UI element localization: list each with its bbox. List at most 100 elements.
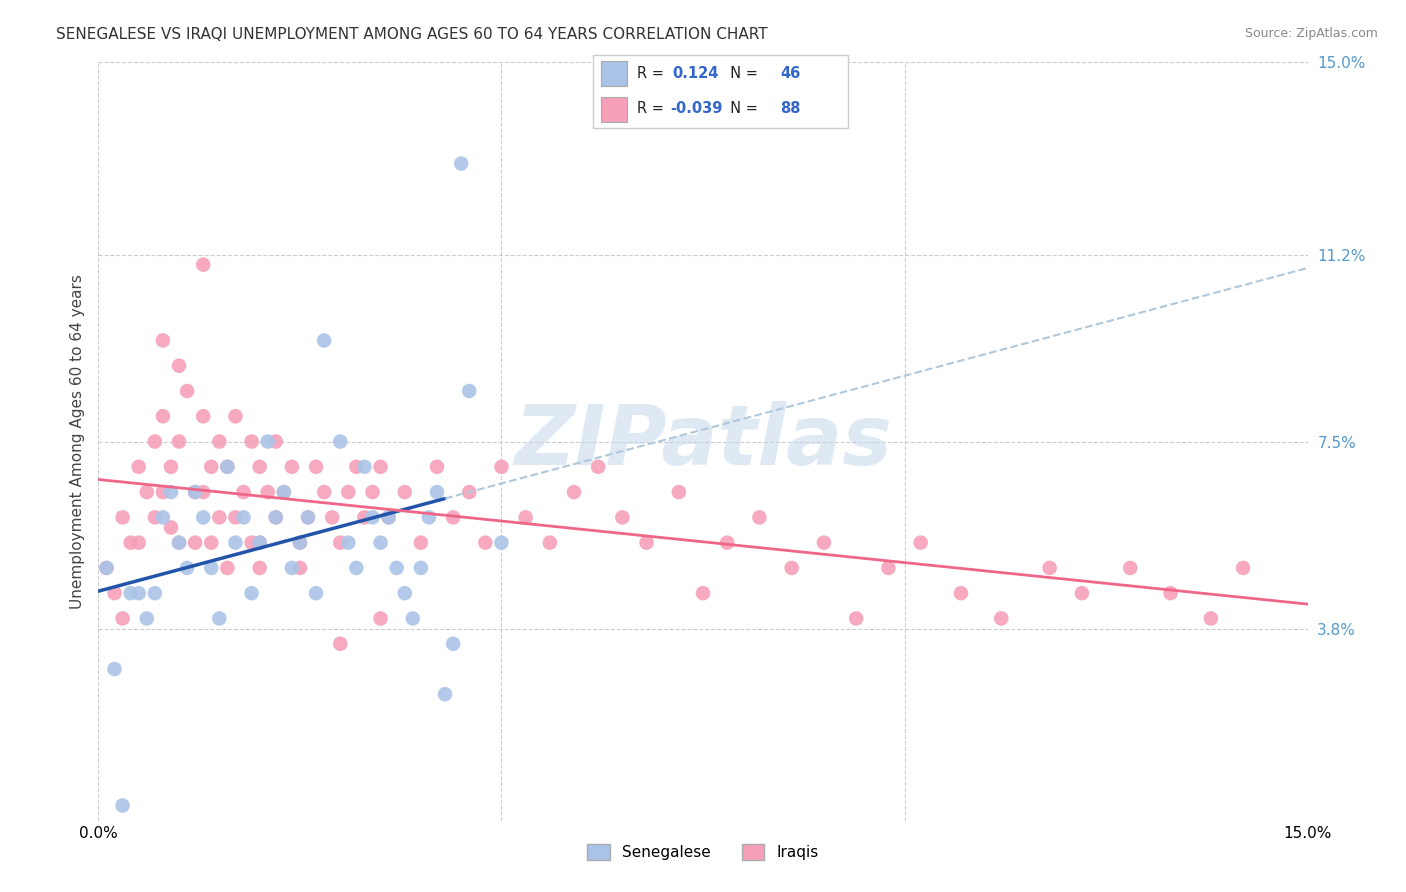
Point (208, 434, 231, 449)
Point (200, 535, 222, 549)
Point (135, 485, 157, 500)
Point (184, 485, 207, 500)
Point (128, 459, 150, 474)
Point (193, 510, 215, 524)
Point (160, 520, 183, 534)
Point (152, 510, 174, 524)
Point (193, 258, 215, 272)
Point (217, 459, 239, 474)
Point (160, 459, 183, 474)
Point (111, 510, 134, 524)
Point (716, 535, 738, 549)
Point (249, 535, 271, 549)
Point (990, 611, 1012, 625)
Point (143, 434, 166, 449)
Point (184, 535, 207, 549)
Point (128, 586, 150, 600)
Point (256, 485, 278, 500)
Point (612, 510, 634, 524)
Point (515, 510, 537, 524)
Point (394, 586, 416, 600)
Point (193, 409, 215, 424)
Point (208, 611, 231, 625)
Point (167, 434, 190, 449)
Point (249, 561, 271, 575)
Point (344, 561, 367, 575)
Text: R =: R = (637, 102, 669, 116)
Point (288, 535, 311, 549)
Point (321, 510, 343, 524)
Point (217, 459, 239, 474)
Point (264, 510, 287, 524)
Point (441, 637, 464, 651)
Bar (600, 62, 627, 87)
Text: R =: R = (637, 67, 669, 81)
Point (377, 510, 399, 524)
Point (167, 535, 190, 549)
Point (394, 485, 416, 500)
Point (297, 510, 319, 524)
Point (152, 485, 174, 500)
Point (450, 156, 472, 170)
Point (361, 510, 384, 524)
Point (1119, 561, 1142, 575)
Point (668, 485, 690, 500)
Point (370, 459, 392, 474)
Point (176, 561, 198, 575)
Point (305, 459, 328, 474)
FancyBboxPatch shape (593, 55, 848, 128)
Point (240, 586, 263, 600)
Point (288, 535, 311, 549)
Point (418, 510, 440, 524)
Point (910, 535, 932, 549)
Point (353, 510, 375, 524)
Point (176, 384, 198, 398)
Point (120, 586, 142, 600)
Point (273, 485, 295, 500)
Text: N =: N = (721, 102, 762, 116)
Point (128, 535, 150, 549)
Point (281, 561, 304, 575)
Point (152, 334, 174, 348)
Point (193, 485, 215, 500)
Point (224, 409, 246, 424)
Point (434, 687, 457, 701)
Point (780, 561, 803, 575)
Point (377, 510, 399, 524)
Point (224, 510, 246, 524)
Point (240, 434, 263, 449)
Point (135, 611, 157, 625)
Point (143, 586, 166, 600)
Point (370, 535, 392, 549)
Point (232, 485, 254, 500)
Point (314, 334, 336, 348)
Point (329, 434, 352, 449)
Text: 88: 88 (780, 102, 801, 116)
Point (748, 510, 770, 524)
Point (441, 510, 464, 524)
Point (385, 561, 408, 575)
Point (1070, 586, 1092, 600)
Point (256, 434, 278, 449)
Point (120, 535, 142, 549)
Point (208, 510, 231, 524)
Point (314, 485, 336, 500)
Text: SENEGALESE VS IRAQI UNEMPLOYMENT AMONG AGES 60 TO 64 YEARS CORRELATION CHART: SENEGALESE VS IRAQI UNEMPLOYMENT AMONG A… (56, 27, 768, 42)
Point (96, 561, 118, 575)
Point (200, 561, 222, 575)
Point (426, 459, 449, 474)
Point (288, 561, 311, 575)
Point (426, 485, 449, 500)
Point (103, 662, 125, 676)
Point (167, 535, 190, 549)
Point (370, 611, 392, 625)
Point (96, 561, 118, 575)
Point (232, 510, 254, 524)
Point (586, 459, 609, 474)
Point (111, 798, 134, 813)
Point (1039, 561, 1062, 575)
Point (297, 510, 319, 524)
Point (264, 510, 287, 524)
Point (337, 535, 360, 549)
Point (329, 535, 352, 549)
